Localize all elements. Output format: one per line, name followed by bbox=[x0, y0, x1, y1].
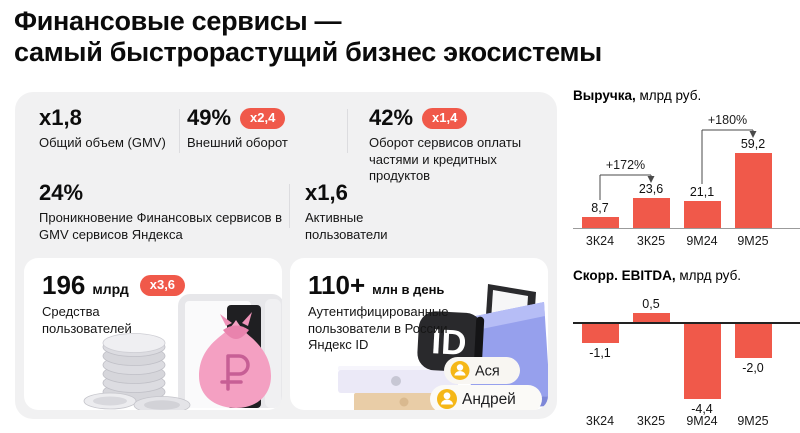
category-label: 3К24 bbox=[585, 414, 615, 428]
bar-9М24 bbox=[683, 201, 721, 228]
value-label: 59,2 bbox=[740, 137, 766, 151]
metric-bnpl-turnover-label: Оборот сервисов оплаты частями и кредитн… bbox=[369, 135, 522, 183]
yandex-id-illustration: ID Ася Андрей bbox=[338, 284, 548, 410]
metric-penetration-value: 24% bbox=[39, 180, 84, 205]
category-label: 9М24 bbox=[686, 414, 718, 428]
bar-3К25 bbox=[632, 198, 670, 228]
id-users-unit: млн в день bbox=[372, 282, 445, 297]
metric-active-users: x1,6 Активные пользователи bbox=[305, 180, 425, 243]
metric-active-users-label: Активные пользователи bbox=[305, 210, 388, 242]
svg-text:+180%: +180% bbox=[708, 113, 747, 127]
axis-line bbox=[573, 322, 800, 324]
axis-line bbox=[573, 228, 800, 230]
metric-external-turnover-value: 49% bbox=[187, 105, 232, 130]
svg-text:+172%: +172% bbox=[606, 158, 645, 172]
user-funds-label: Средства пользователей bbox=[42, 304, 132, 336]
bar-9М25 bbox=[734, 153, 772, 228]
page-title-line1: Финансовые сервисы — bbox=[14, 6, 342, 36]
page-title: Финансовые сервисы — самый быстрорастущи… bbox=[14, 6, 602, 68]
category-label: 9М25 bbox=[737, 414, 769, 428]
bar-3К25 bbox=[632, 313, 670, 322]
category-label: 3К25 bbox=[636, 414, 666, 428]
id-users-label: Аутентифицированные пользователи в Росси… bbox=[308, 304, 449, 352]
value-label: -1,1 bbox=[589, 346, 611, 360]
growth-annotations: +172% +180% bbox=[599, 113, 757, 200]
metric-external-turnover: 49% x2,4 Внешний оборот bbox=[187, 105, 337, 152]
divider bbox=[179, 109, 180, 153]
category-label: 9М24 bbox=[686, 234, 718, 248]
money-illustration bbox=[83, 294, 282, 410]
growth-badge: x1,4 bbox=[422, 107, 468, 129]
metric-external-turnover-label: Внешний оборот bbox=[187, 135, 288, 150]
user-tag-name: Андрей bbox=[462, 391, 516, 408]
bar-9М24 bbox=[683, 324, 721, 399]
metric-penetration-label: Проникновение Финансовых сервисов в GMV … bbox=[39, 210, 283, 242]
rouble-sign-icon bbox=[220, 354, 250, 391]
revenue-chart: Выручка, млрд руб. 8,7 3К24 23,6 3К25 21,1 9М… bbox=[573, 88, 800, 253]
ebitda-chart: Скорр. EBITDA, млрд руб. -1,1 3К24 0,5 3К25… bbox=[573, 268, 800, 430]
metric-active-users-value: x1,6 bbox=[305, 180, 348, 205]
user-tag: Андрей bbox=[430, 385, 542, 410]
id-badge-text: ID bbox=[430, 322, 467, 363]
card-user-funds: 196 млрд x3,6 Средства пользователей bbox=[24, 258, 282, 410]
revenue-chart-title: Выручка, млрд руб. bbox=[573, 88, 702, 103]
value-label: -4,4 bbox=[691, 402, 713, 416]
bar-9М25 bbox=[734, 324, 772, 358]
user-funds-unit: млрд bbox=[92, 281, 129, 297]
metric-bnpl-turnover-value: 42% bbox=[369, 105, 414, 130]
growth-badge: x2,4 bbox=[240, 107, 286, 129]
metric-penetration: 24% Проникновение Финансовых сервисов в … bbox=[39, 180, 289, 243]
metric-bnpl-turnover: 42% x1,4 Оборот сервисов оплаты частями … bbox=[369, 105, 541, 185]
card-yandex-id: 110+ млн в день Аутентифицированные поль… bbox=[290, 258, 548, 410]
value-label: 23,6 bbox=[638, 182, 664, 196]
revenue-chart-plot: 8,7 3К24 23,6 3К25 21,1 9М24 59,2 9М25 +172% +180… bbox=[573, 88, 800, 253]
id-users-value: 110+ bbox=[308, 270, 366, 300]
metrics-panel: x1,8 Общий объем (GMV) 49% x2,4 Внешний … bbox=[15, 92, 557, 419]
category-label: 3К24 bbox=[585, 234, 615, 248]
growth-badge: x3,6 bbox=[139, 274, 186, 296]
metric-gmv-value: x1,8 bbox=[39, 105, 82, 130]
bar-3К24 bbox=[581, 217, 619, 228]
user-tag: Ася bbox=[444, 357, 520, 384]
category-label: 9М25 bbox=[737, 234, 769, 248]
divider bbox=[347, 109, 348, 153]
ebitda-chart-title: Скорр. EBITDA, млрд руб. bbox=[573, 268, 742, 283]
category-label: 3К25 bbox=[636, 234, 666, 248]
yandex-id-badge-icon: ID bbox=[417, 311, 485, 372]
value-label: -2,0 bbox=[742, 361, 764, 375]
user-funds-value: 196 bbox=[42, 270, 86, 300]
page-title-line2: самый быстрорастущий бизнес экосистемы bbox=[14, 37, 602, 67]
money-bag-icon bbox=[199, 312, 271, 408]
metric-gmv-label: Общий объем (GMV) bbox=[39, 135, 166, 150]
coins-icon bbox=[83, 333, 191, 410]
value-label: 0,5 bbox=[642, 297, 660, 311]
value-label: 8,7 bbox=[591, 201, 609, 215]
value-label: 21,1 bbox=[689, 185, 715, 199]
divider bbox=[289, 184, 290, 228]
metric-gmv: x1,8 Общий объем (GMV) bbox=[39, 105, 179, 152]
bar-3К24 bbox=[581, 324, 619, 343]
ebitda-chart-plot: -1,1 3К24 0,5 3К25 -4,4 9М24 -2,0 9М25 bbox=[573, 268, 800, 430]
user-tag-name: Ася bbox=[475, 364, 500, 380]
